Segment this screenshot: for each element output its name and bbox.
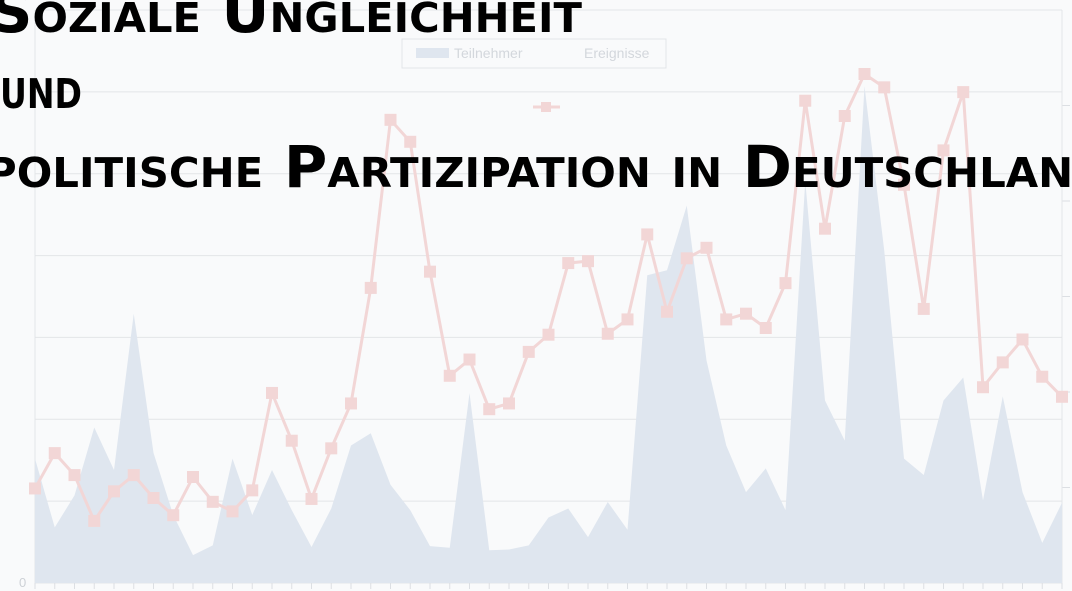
- legend-label: Teilnehmer: [454, 45, 523, 61]
- legend-label: Ereignisse: [584, 45, 650, 61]
- marker: [48, 447, 61, 460]
- marker: [1016, 333, 1029, 346]
- marker: [167, 509, 180, 522]
- marker: [759, 322, 772, 335]
- area: [35, 86, 1062, 584]
- marker: [424, 265, 436, 278]
- marker: [68, 469, 81, 482]
- marker: [127, 469, 140, 482]
- marker: [937, 144, 950, 157]
- marker: [305, 492, 318, 505]
- marker: [108, 485, 120, 498]
- marker: [838, 110, 851, 123]
- legend-swatch: [541, 102, 551, 112]
- marker: [700, 241, 713, 254]
- marker: [799, 94, 812, 107]
- y-tick-label: 0: [19, 575, 26, 590]
- marker: [266, 386, 278, 399]
- marker: [819, 222, 831, 235]
- marker: [977, 381, 989, 394]
- marker: [29, 482, 41, 495]
- marker: [996, 356, 1009, 369]
- marker: [621, 313, 634, 326]
- legend-box: [401, 38, 667, 69]
- marker: [325, 442, 338, 455]
- plot: 0: [19, 9, 1070, 590]
- marker: [384, 113, 397, 126]
- marker: [364, 281, 377, 294]
- title-line: politische Partizipation in Deutschland: [0, 133, 1072, 201]
- marker: [542, 328, 555, 341]
- marker: [1036, 370, 1049, 383]
- marker: [562, 257, 575, 270]
- marker: [345, 397, 357, 410]
- marker: [246, 484, 259, 497]
- marker: [443, 369, 456, 382]
- marker: [463, 353, 476, 366]
- marker: [878, 81, 891, 94]
- marker: [680, 252, 693, 265]
- marker: [285, 434, 298, 447]
- marker: [503, 397, 515, 410]
- marker: [1056, 390, 1068, 403]
- marker: [522, 345, 535, 358]
- marker: [957, 86, 970, 99]
- marker: [917, 302, 930, 315]
- marker: [226, 505, 239, 518]
- title-line: und: [0, 54, 82, 122]
- marker: [740, 307, 752, 320]
- marker: [661, 305, 673, 318]
- marker: [641, 228, 654, 241]
- title-line: Soziale Ungleichheit: [0, 0, 582, 46]
- marker: [858, 67, 871, 80]
- marker: [404, 135, 417, 148]
- marker: [483, 403, 496, 416]
- marker: [898, 178, 910, 191]
- marker: [88, 514, 101, 527]
- marker: [779, 277, 792, 290]
- marker: [206, 495, 219, 508]
- marker: [187, 470, 199, 483]
- marker: [147, 492, 160, 505]
- marker: [720, 313, 733, 326]
- marker: [582, 255, 594, 268]
- legend-swatch: [416, 48, 449, 58]
- marker: [601, 327, 614, 340]
